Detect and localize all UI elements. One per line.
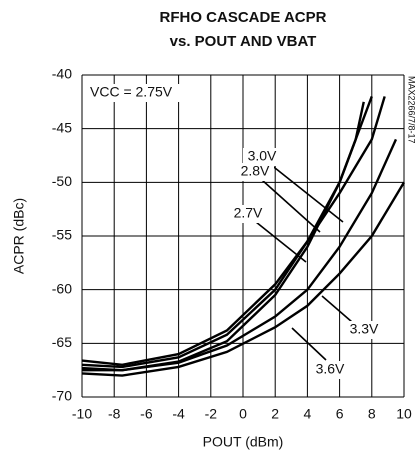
label-bg — [243, 148, 281, 166]
line-series — [81, 96, 386, 367]
y-axis-label: ACPR (dBc) — [11, 198, 27, 274]
line-series — [81, 96, 373, 369]
y-tick-label: -70 — [52, 388, 72, 404]
x-axis-label: POUT (dBm) — [203, 434, 284, 450]
series-label: 3.6V — [316, 361, 345, 377]
x-tick-label: 8 — [368, 406, 376, 422]
arrow — [321, 295, 353, 323]
arrow — [255, 221, 307, 263]
y-tick-label: -40 — [52, 66, 72, 82]
annotation-bg — [88, 84, 180, 102]
y-tick-label: -65 — [52, 334, 72, 350]
arrows — [255, 163, 353, 361]
annotation: VCC = 2.75V — [90, 84, 173, 100]
arrow — [291, 327, 327, 361]
x-tick-label: -10 — [72, 406, 92, 422]
y-tick-label: -55 — [52, 227, 72, 243]
label-bg — [345, 321, 383, 339]
label-bg — [311, 361, 349, 379]
x-tick-label: 6 — [336, 406, 344, 422]
y-tick-label: -50 — [52, 173, 72, 189]
arrow — [269, 163, 344, 223]
x-tick-label: -8 — [108, 406, 121, 422]
x-tick-label: -4 — [172, 406, 185, 422]
y-tick-label: -45 — [52, 119, 72, 135]
x-tick-label: 0 — [239, 406, 247, 422]
x-tick-label: 4 — [304, 406, 312, 422]
plot — [81, 74, 406, 398]
series-label: 2.7V — [234, 205, 263, 221]
y-tick-label: -60 — [52, 280, 72, 296]
label-bg — [229, 205, 267, 223]
chart-subtitle: vs. POUT AND VBAT — [170, 33, 317, 50]
side-note: MAX2266/7/8-17 — [407, 76, 417, 144]
series-label: 2.8V — [241, 163, 270, 179]
chart-title: RFHO CASCADE ACPR — [160, 9, 327, 26]
x-tick-label: -2 — [205, 406, 218, 422]
series-label: 3.3V — [350, 321, 379, 337]
label-bg — [236, 163, 274, 181]
line-series — [81, 181, 406, 377]
x-tick-label: -6 — [140, 406, 153, 422]
x-tick-label: 2 — [271, 406, 279, 422]
line-series — [82, 138, 398, 372]
series-label: 3.0V — [248, 148, 277, 164]
x-tick-label: 10 — [396, 406, 412, 422]
arrow — [261, 179, 321, 233]
